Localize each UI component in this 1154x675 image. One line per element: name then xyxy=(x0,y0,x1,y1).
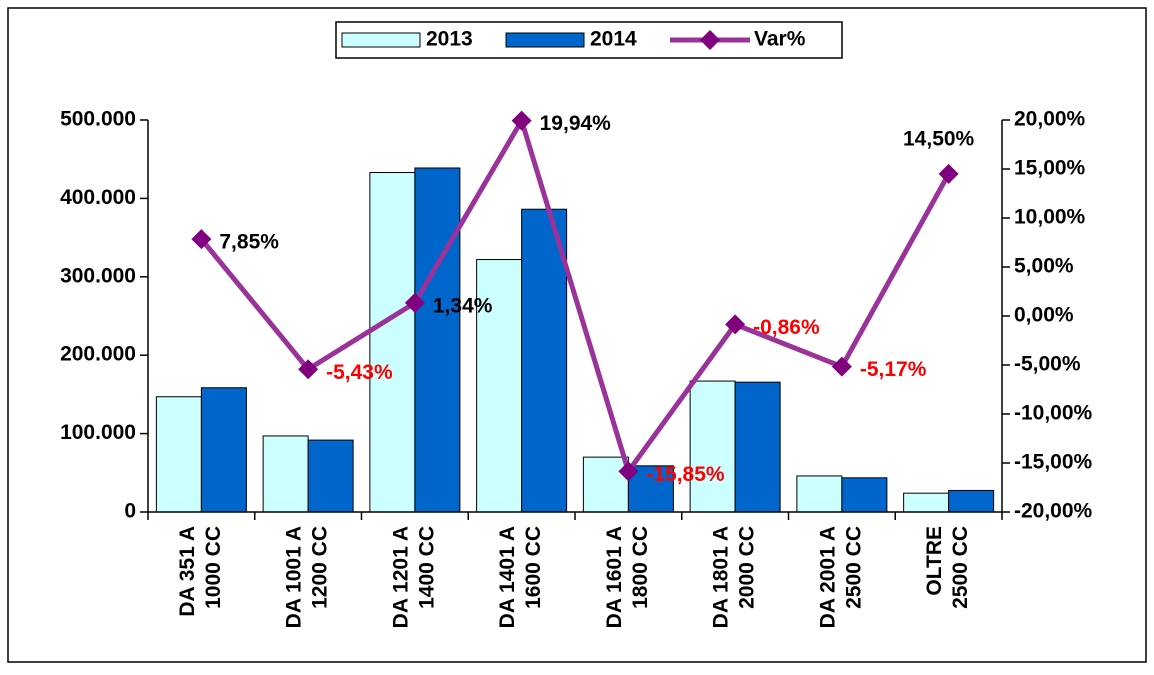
legend-marker xyxy=(700,30,720,50)
data-label: 19,94% xyxy=(540,112,612,135)
data-label: 14,50% xyxy=(903,127,975,150)
x-tick-label: 2500 CC xyxy=(842,526,865,609)
chart-border xyxy=(7,7,1147,663)
x-tick-label: DA 1401 A xyxy=(496,526,519,628)
legend-swatch xyxy=(341,32,421,48)
bar xyxy=(476,259,523,513)
y2-tick-label: -15,00% xyxy=(1014,451,1093,474)
data-label: -15,85% xyxy=(646,463,725,486)
x-tick-label: DA 2001 A xyxy=(816,526,839,628)
y-tick-label: 0 xyxy=(124,500,136,523)
x-tick-label: 2500 CC xyxy=(949,526,972,609)
x-tick-label: 1800 CC xyxy=(629,526,652,609)
x-tick-label: DA 1801 A xyxy=(710,526,733,628)
x-tick-label: 1200 CC xyxy=(309,526,332,609)
bar xyxy=(521,208,568,513)
y-tick-label: 500.000 xyxy=(60,108,136,131)
x-tick-label: 1000 CC xyxy=(202,526,225,609)
x-tick-label: DA 351 A xyxy=(176,526,199,617)
bar xyxy=(903,492,950,513)
bar xyxy=(841,477,888,513)
bar xyxy=(155,396,202,513)
legend-label: 2013 xyxy=(426,28,473,51)
legend-label: Var% xyxy=(754,28,806,51)
bar xyxy=(948,489,995,513)
y-tick-label: 300.000 xyxy=(60,264,136,287)
y-tick-label: 200.000 xyxy=(60,343,136,366)
bar xyxy=(414,167,461,513)
bar xyxy=(369,172,416,513)
marker xyxy=(191,229,212,250)
bar xyxy=(582,456,629,513)
y2-tick-label: 20,00% xyxy=(1014,108,1086,131)
marker xyxy=(831,356,852,377)
bar xyxy=(200,387,247,513)
y-tick-label: 100.000 xyxy=(60,421,136,444)
y2-tick-label: -20,00% xyxy=(1014,500,1093,523)
legend-swatch xyxy=(505,32,585,48)
bar xyxy=(307,439,354,513)
data-label: -5,43% xyxy=(326,361,393,384)
marker xyxy=(511,110,532,131)
y2-tick-label: 5,00% xyxy=(1014,255,1074,278)
line xyxy=(199,114,951,477)
marker xyxy=(404,292,425,313)
data-label: 1,34% xyxy=(433,294,493,317)
data-label: -0,86% xyxy=(753,316,820,339)
y2-tick-label: 15,00% xyxy=(1014,157,1086,180)
x-tick-label: 1400 CC xyxy=(415,526,438,609)
bar xyxy=(796,475,843,513)
x-tick-label: 1600 CC xyxy=(522,526,545,609)
marker xyxy=(725,314,746,335)
y2-tick-label: 10,00% xyxy=(1014,206,1086,229)
x-tick-label: 2000 CC xyxy=(736,526,759,609)
bar xyxy=(734,381,781,513)
marker xyxy=(618,461,639,482)
marker xyxy=(298,359,319,380)
y2-tick-label: -5,00% xyxy=(1014,353,1081,376)
legend: 2013 2014 Var% xyxy=(335,21,843,59)
marker xyxy=(938,163,959,184)
x-tick-label: DA 1601 A xyxy=(603,526,626,628)
y2-tick-label: 0,00% xyxy=(1014,304,1074,327)
y2-tick-label: -10,00% xyxy=(1014,402,1093,425)
bar xyxy=(689,380,736,513)
data-label: -5,17% xyxy=(860,358,927,381)
legend-label: 2014 xyxy=(590,28,637,51)
x-tick-label: DA 1001 A xyxy=(283,526,306,628)
x-tick-label: DA 1201 A xyxy=(389,526,412,628)
x-tick-label: OLTRE xyxy=(923,526,946,596)
bar xyxy=(262,435,309,513)
y-tick-label: 400.000 xyxy=(60,186,136,209)
data-label: 7,85% xyxy=(219,231,279,254)
